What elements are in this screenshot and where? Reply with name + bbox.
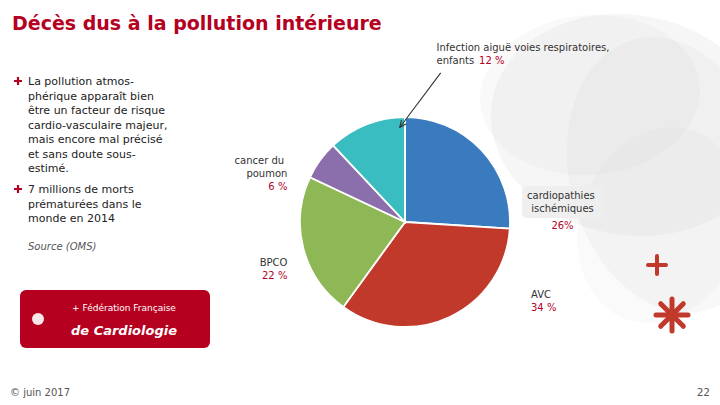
logo-text: + Fédération Française [72, 303, 176, 313]
bullet-text: prématurées dans le [28, 198, 142, 211]
bullet-text: cardio-vasculaire majeur, [28, 119, 167, 132]
bullet-text: phérique apparaît bien [28, 90, 154, 103]
category-label: BPCO [260, 257, 288, 268]
bullet-text: mais encore mal précisé [28, 133, 163, 146]
title: Décès dus à la pollution intérieure [12, 12, 382, 34]
label-line: ischémiques [531, 203, 594, 214]
footer-right: 22 [697, 386, 710, 398]
slice [333, 117, 405, 222]
slice-label: cardiopathies ischémiques 26% [522, 186, 603, 231]
slice-label: cancer du poumon 6 % [235, 155, 288, 192]
value-label: 22 % [262, 270, 287, 281]
bullet-text: être un facteur de risque [28, 104, 165, 117]
chart: Décès dus à la pollution intérieure La po… [0, 0, 720, 405]
value-label: 26% [551, 220, 573, 231]
category-label: AVC [531, 289, 551, 300]
label-line: AVC [531, 289, 551, 300]
footer-left: © juin 2017 [10, 387, 70, 398]
label-line: cardiopathies [527, 190, 598, 201]
logo: + Fédération Française de Cardiologie [20, 290, 210, 348]
bullet-text: monde en 2014 [28, 212, 115, 225]
slice-label: BPCO 22 % [260, 257, 288, 281]
slice-label: AVC 34 % [531, 289, 556, 313]
arrow [400, 73, 441, 128]
bullet-text: et sans doute sous- [28, 148, 136, 161]
value-label: 34 % [531, 302, 556, 313]
label-line: Infection aiguë voies respiratoires, [437, 42, 613, 53]
logo-box [20, 290, 210, 348]
smoke-cloud [551, 104, 720, 347]
category-label: cardiopathies ischémiques [527, 190, 598, 214]
category-label: cancer du poumon [235, 155, 288, 179]
value-label: 12 % [479, 55, 504, 66]
logo-text: de Cardiologie [71, 323, 177, 338]
label-line: BPCO [260, 257, 288, 268]
slice-label: Infection aiguë voies respiratoires, enf… [437, 42, 613, 66]
logo-heart [32, 313, 44, 325]
cross [648, 256, 666, 274]
source: Source (OMS) [28, 241, 96, 252]
label-line: enfants [437, 55, 475, 66]
bullet-text: 7 millions de morts [28, 183, 134, 196]
bullet-symbol [14, 77, 22, 85]
pie [300, 117, 510, 327]
category-label: Infection aiguë voies respiratoires, enf… [437, 42, 613, 66]
decoration [648, 256, 688, 331]
label-line: cancer du [235, 155, 288, 166]
bullet-symbol [14, 185, 22, 193]
bullet-text: La pollution atmos- [28, 75, 134, 88]
bullet-text: estimé. [28, 162, 69, 175]
label-line: poumon [246, 168, 287, 179]
label-box [522, 186, 603, 218]
asterisk-stroke [661, 304, 684, 327]
slice [405, 117, 510, 229]
value-label: 6 % [268, 181, 287, 192]
slice-labels: cardiopathies ischémiques 26% AVC 34 % BPCO 2… [235, 42, 613, 313]
